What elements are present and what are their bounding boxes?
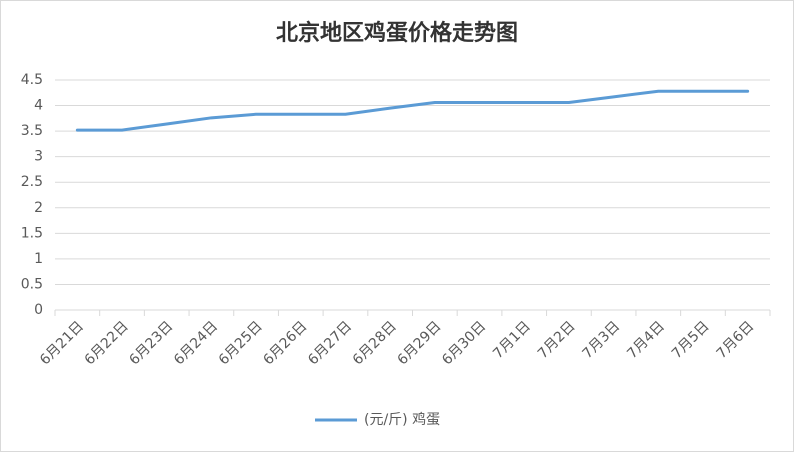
y-tick-label: 3.5 [21,123,43,139]
y-tick-label: 1.5 [21,225,43,241]
legend-label: (元/斤) 鸡蛋 [364,411,440,428]
y-tick-label: 4 [34,98,43,114]
y-tick-label: 1 [34,251,43,267]
chart-title: 北京地区鸡蛋价格走势图 [276,20,518,46]
y-tick-label: 3 [34,149,43,165]
y-tick-label: 2.5 [21,174,43,190]
y-tick-label: 2 [34,200,43,216]
y-tick-label: 0.5 [21,276,43,292]
line [75,89,750,132]
y-tick-label: 4.5 [21,72,43,88]
y-tick-label: 0 [34,302,43,318]
